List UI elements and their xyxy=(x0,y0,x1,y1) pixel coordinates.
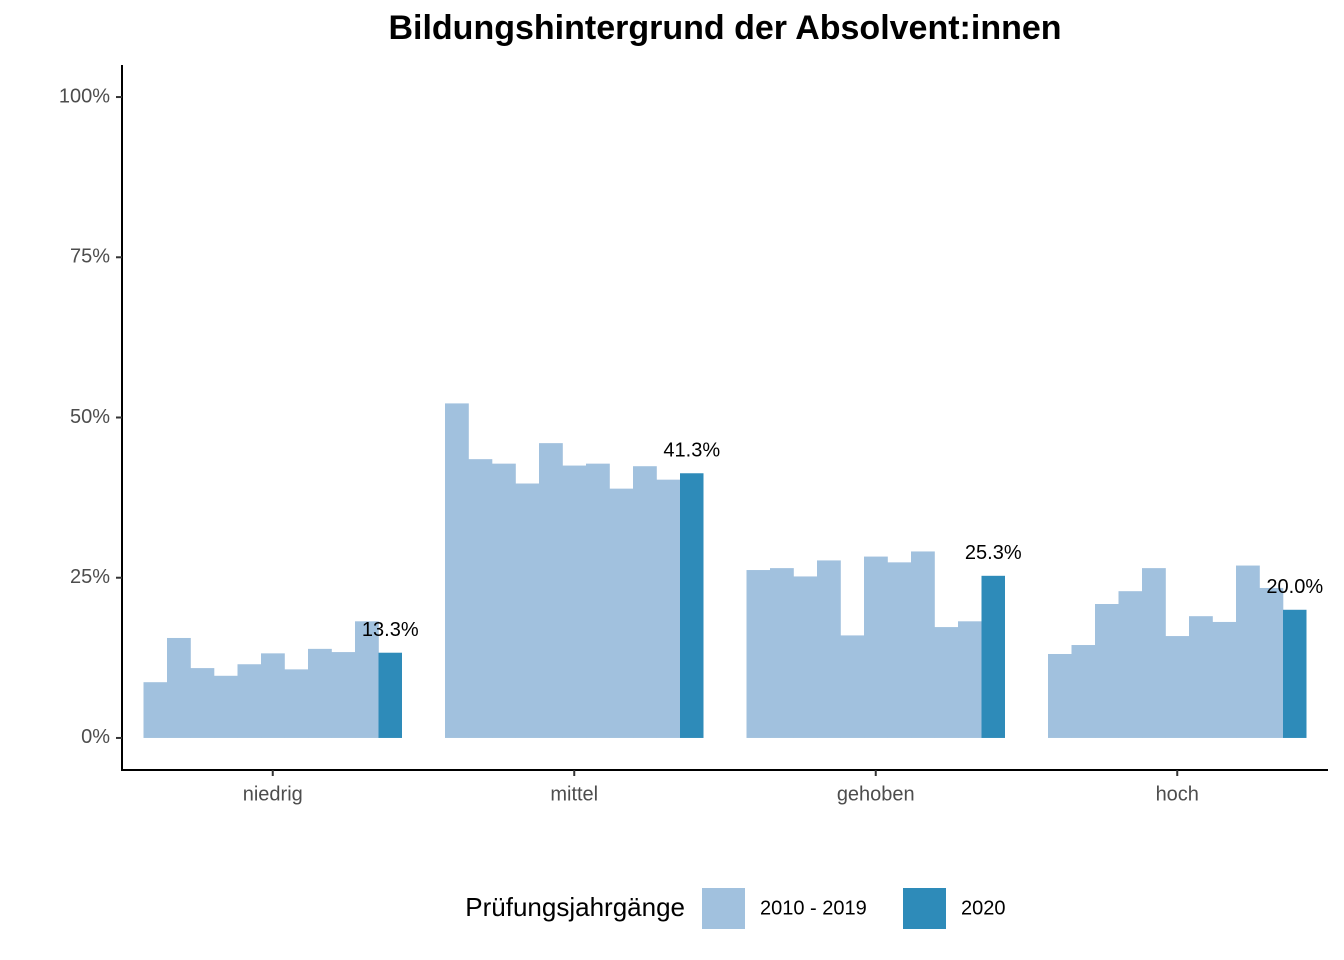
x-tick-label: gehoben xyxy=(837,783,915,805)
x-tick-label: hoch xyxy=(1156,783,1199,805)
bar xyxy=(167,637,191,738)
bar xyxy=(1236,565,1260,738)
value-label: 20.0% xyxy=(1266,576,1323,598)
bar xyxy=(1189,616,1213,738)
bar xyxy=(1259,587,1284,738)
bar xyxy=(840,635,865,738)
y-tick-label: 0% xyxy=(81,726,110,748)
bar xyxy=(378,652,402,738)
bar xyxy=(1118,591,1143,738)
bar xyxy=(656,479,681,738)
bar xyxy=(331,652,356,738)
legend-label: 2010 - 2019 xyxy=(760,897,867,919)
bar xyxy=(308,648,332,738)
bar xyxy=(237,664,262,738)
chart-title: Bildungshintergrund der Absolvent:innen xyxy=(388,9,1061,47)
bar xyxy=(958,621,982,738)
value-label: 25.3% xyxy=(965,542,1022,564)
bar xyxy=(261,653,285,738)
y-tick-label: 25% xyxy=(70,566,110,588)
bar xyxy=(1071,645,1096,738)
bar xyxy=(1048,653,1072,738)
bar xyxy=(143,682,168,738)
x-tick-label: niedrig xyxy=(243,783,303,805)
bar xyxy=(515,483,540,738)
value-label: 13.3% xyxy=(362,619,419,641)
bar xyxy=(539,443,563,738)
bar xyxy=(864,556,888,738)
bar xyxy=(911,551,935,738)
bar xyxy=(1212,621,1237,738)
bar xyxy=(586,463,610,738)
bar xyxy=(214,675,238,738)
bar xyxy=(1142,568,1166,738)
bar xyxy=(887,562,912,738)
bar xyxy=(355,621,379,738)
bar xyxy=(793,576,818,738)
bar xyxy=(1095,604,1119,738)
legend-swatch xyxy=(702,888,745,929)
bar xyxy=(680,473,704,738)
bar xyxy=(981,575,1005,738)
bar xyxy=(1165,636,1190,738)
y-tick-label: 100% xyxy=(59,85,110,107)
bar xyxy=(817,560,841,738)
value-label: 41.3% xyxy=(663,440,720,462)
bar xyxy=(770,568,794,738)
legend-label: 2020 xyxy=(961,897,1006,919)
bar xyxy=(492,463,516,738)
bar xyxy=(562,465,587,738)
x-tick-label: mittel xyxy=(550,783,598,805)
legend-swatch xyxy=(903,888,946,929)
bar xyxy=(746,570,771,738)
bar xyxy=(633,466,657,738)
bar xyxy=(445,403,469,738)
bar xyxy=(1283,609,1307,738)
bar xyxy=(934,627,959,738)
bar xyxy=(609,488,634,738)
y-tick-label: 75% xyxy=(70,246,110,268)
bar xyxy=(190,668,215,738)
legend-title: Prüfungsjahrgänge xyxy=(465,892,685,922)
y-tick-label: 50% xyxy=(70,406,110,428)
bar xyxy=(284,669,309,738)
bar xyxy=(468,459,493,738)
